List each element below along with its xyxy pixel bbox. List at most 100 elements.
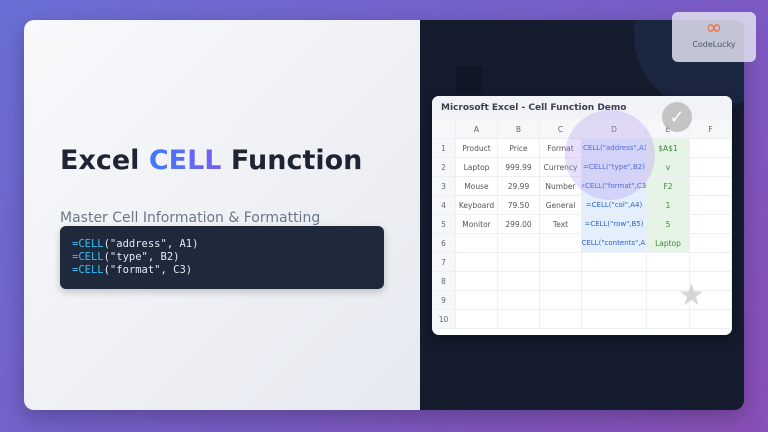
cell[interactable]: 299.00 [498, 215, 540, 234]
row-header[interactable]: 4 [432, 196, 456, 215]
cell[interactable] [690, 177, 732, 196]
page-title: Excel CELL Function [60, 145, 362, 176]
cell[interactable] [690, 272, 732, 291]
cell[interactable] [690, 291, 732, 310]
cell[interactable]: =CELL("col",A4) [582, 196, 647, 215]
thumbnail-card: Excel CELL Function Master Cell Informat… [24, 20, 744, 410]
cell[interactable] [582, 272, 647, 291]
cell[interactable] [498, 310, 540, 329]
cell[interactable]: =CELL("type",B2) [582, 158, 647, 177]
code-args: ("format", C3) [103, 264, 193, 276]
cell[interactable]: Text [540, 215, 582, 234]
row-header[interactable]: 10 [432, 310, 456, 329]
cell[interactable] [690, 215, 732, 234]
row-header[interactable]: 8 [432, 272, 456, 291]
cell[interactable]: Product [456, 139, 498, 158]
cell[interactable] [690, 234, 732, 253]
cell[interactable] [456, 291, 498, 310]
cell[interactable] [690, 253, 732, 272]
column-header[interactable]: C [540, 120, 582, 139]
cell[interactable] [456, 310, 498, 329]
star-icon: ★ [678, 278, 705, 313]
checkmark-icon: ✓ [662, 102, 692, 132]
cell[interactable]: Mouse [456, 177, 498, 196]
cell[interactable]: Laptop [456, 158, 498, 177]
logo: ∞ CodeLucky [672, 12, 756, 62]
cell[interactable]: Number [540, 177, 582, 196]
column-header[interactable]: B [498, 120, 540, 139]
cell[interactable] [540, 253, 582, 272]
cell[interactable] [582, 291, 647, 310]
row-header[interactable]: 6 [432, 234, 456, 253]
cell[interactable] [647, 310, 690, 329]
cell[interactable]: =CELL("row",B5) [582, 215, 647, 234]
cell[interactable]: Keyboard [456, 196, 498, 215]
cell[interactable]: 79.50 [498, 196, 540, 215]
code-function: =CELL [72, 251, 104, 263]
column-header[interactable] [432, 120, 456, 139]
title-text: Excel [60, 145, 149, 176]
cell[interactable]: $A$1 [647, 139, 690, 158]
cell[interactable] [498, 272, 540, 291]
cell[interactable] [456, 234, 498, 253]
code-line: =CELL("type", B2) [72, 251, 372, 264]
chart-icon [456, 66, 482, 92]
cell[interactable] [498, 253, 540, 272]
cell[interactable]: Laptop [647, 234, 690, 253]
column-header[interactable]: D [582, 120, 647, 139]
row-header[interactable]: 7 [432, 253, 456, 272]
cell[interactable]: 29.99 [498, 177, 540, 196]
cell[interactable]: =CELL("address",A1) [582, 139, 647, 158]
column-header[interactable]: A [456, 120, 498, 139]
cell[interactable] [498, 291, 540, 310]
cell[interactable] [540, 291, 582, 310]
cell[interactable] [456, 272, 498, 291]
infinity-logo-icon: ∞ [705, 15, 723, 39]
cell[interactable]: Format [540, 139, 582, 158]
column-header[interactable]: F [690, 120, 732, 139]
code-line: =CELL("address", A1) [72, 238, 372, 251]
code-function: =CELL [72, 238, 104, 250]
row-header[interactable]: 9 [432, 291, 456, 310]
cell[interactable]: Monitor [456, 215, 498, 234]
cell[interactable]: Currency [540, 158, 582, 177]
logo-text: CodeLucky [692, 40, 736, 49]
code-args: ("type", B2) [103, 251, 180, 263]
cell[interactable]: F2 [647, 177, 690, 196]
title-text: Function [221, 145, 363, 176]
cell[interactable]: General [540, 196, 582, 215]
row-header[interactable]: 1 [432, 139, 456, 158]
cell[interactable] [690, 158, 732, 177]
cell[interactable]: 1 [647, 196, 690, 215]
row-header[interactable]: 5 [432, 215, 456, 234]
hero-panel: Excel CELL Function Master Cell Informat… [24, 20, 420, 410]
row-header[interactable]: 3 [432, 177, 456, 196]
code-block: =CELL("address", A1) =CELL("type", B2) =CE… [60, 226, 384, 289]
cell[interactable] [647, 253, 690, 272]
row-header[interactable]: 2 [432, 158, 456, 177]
cell[interactable] [540, 310, 582, 329]
cell[interactable]: Price [498, 139, 540, 158]
cell[interactable] [498, 234, 540, 253]
code-function: =CELL [72, 264, 104, 276]
cell[interactable] [456, 253, 498, 272]
cell[interactable]: =CELL("contents",A2) [582, 234, 647, 253]
cell[interactable] [690, 310, 732, 329]
cell[interactable] [582, 253, 647, 272]
cell[interactable]: 999.99 [498, 158, 540, 177]
cell[interactable]: v [647, 158, 690, 177]
cell[interactable] [540, 234, 582, 253]
cell[interactable] [647, 272, 690, 291]
code-line: =CELL("format", C3) [72, 264, 372, 277]
cell[interactable] [647, 291, 690, 310]
cell[interactable]: 5 [647, 215, 690, 234]
cell[interactable]: =CELL("format",C3) [582, 177, 647, 196]
code-args: ("address", A1) [103, 238, 199, 250]
title-highlight: CELL [148, 145, 222, 176]
cell[interactable] [690, 196, 732, 215]
cell[interactable] [582, 310, 647, 329]
cell[interactable] [690, 139, 732, 158]
cell[interactable] [540, 272, 582, 291]
